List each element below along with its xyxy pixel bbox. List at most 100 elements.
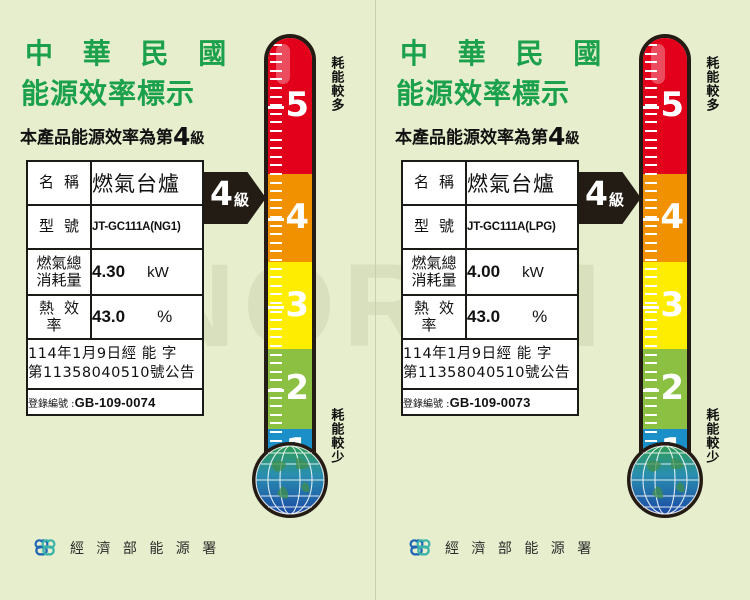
efficiency-thermometer: 54321 bbox=[252, 34, 328, 518]
thermo-band-label: 3 bbox=[285, 284, 309, 325]
spec-table: 名稱 燃氣台爐 型號 JT-GC111A(LPG) 燃氣總 消耗量 4.00 kW 熱效率 43.… bbox=[401, 160, 579, 416]
announcement-text: 114年1月9日經 能 字第11358040510號公告 bbox=[26, 338, 204, 390]
thermo-band-label: 4 bbox=[285, 197, 309, 237]
cell-label: 名稱 bbox=[401, 160, 467, 206]
cell-label: 熱效率 bbox=[26, 294, 92, 340]
issuer-footer: 經 濟 部 能 源 署 bbox=[32, 538, 220, 558]
row-label: 熱效率 bbox=[38, 298, 89, 334]
thermometer-caption-low: 耗能較少 bbox=[703, 408, 719, 464]
thermal-efficiency-unit: % bbox=[157, 307, 173, 326]
cell-value: 燃氣台爐 bbox=[90, 160, 204, 206]
cell-label: 名稱 bbox=[26, 160, 92, 206]
grade-statement: 本產品能源效率為第4級 bbox=[395, 122, 579, 151]
row-label: 名稱 bbox=[38, 173, 89, 192]
grade-statement-suffix: 級 bbox=[190, 131, 205, 147]
grade-badge-number: 4 bbox=[210, 174, 233, 213]
gas-consumption-unit: kW bbox=[147, 263, 169, 281]
label-title-line1: 中 華 民 國 bbox=[400, 37, 612, 70]
bureau-of-energy-logo bbox=[407, 538, 433, 558]
thermo-band-label: 5 bbox=[285, 85, 309, 125]
table-row: 名稱 燃氣台爐 bbox=[401, 160, 579, 206]
spec-table: 名稱 燃氣台爐 型號 JT-GC111A(NG1) 燃氣總 消耗量 4.30 kW 熱效率 43.… bbox=[26, 160, 204, 416]
issuer-name: 經 濟 部 能 源 署 bbox=[445, 541, 596, 557]
registration-label: 登錄編號 : bbox=[28, 398, 75, 410]
cell-label: 型號 bbox=[26, 204, 92, 250]
table-row: 燃氣總 消耗量 4.30 kW bbox=[26, 248, 204, 296]
thermo-band-label: 2 bbox=[285, 368, 309, 408]
registration-number: GB-109-0073 bbox=[449, 394, 531, 410]
table-row: 114年1月9日經 能 字第11358040510號公告 bbox=[26, 338, 204, 390]
table-row: 熱效率 43.0% bbox=[401, 294, 579, 340]
row-label: 熱效率 bbox=[413, 298, 464, 334]
thermometer-gloss bbox=[651, 44, 665, 84]
label-title-line2: 能源效率標示 bbox=[21, 77, 196, 110]
grade-statement-number: 4 bbox=[173, 122, 191, 151]
grade-statement: 本產品能源效率為第4級 bbox=[20, 122, 204, 151]
registration-number: GB-109-0074 bbox=[74, 394, 156, 410]
table-row: 熱效率 43.0% bbox=[26, 294, 204, 340]
cell-label: 型號 bbox=[401, 204, 467, 250]
gas-consumption-value: 4.30 bbox=[92, 262, 126, 281]
table-row: 名稱 燃氣台爐 bbox=[26, 160, 204, 206]
energy-label-right: 中 華 民 國能源效率標示 本產品能源效率為第4級 名稱 燃氣台爐 型號 JT-GC111… bbox=[375, 0, 750, 600]
cell-value: JT-GC111A(LPG) bbox=[465, 204, 579, 250]
label-title-line1: 中 華 民 國 bbox=[25, 37, 237, 70]
cell-value: 43.0% bbox=[90, 294, 204, 340]
thermal-efficiency-value: 43.0 bbox=[467, 307, 501, 326]
cell-value: JT-GC111A(NG1) bbox=[90, 204, 204, 250]
registration-label: 登錄編號 : bbox=[403, 398, 450, 410]
row-label: 燃氣總 消耗量 bbox=[411, 253, 457, 289]
efficiency-thermometer: 54321 bbox=[627, 34, 703, 518]
label-title-line2: 能源效率標示 bbox=[396, 77, 571, 110]
cell-label: 熱效率 bbox=[401, 294, 467, 340]
energy-label-left: 中 華 民 國能源效率標示 本產品能源效率為第4級 名稱 燃氣台爐 型號 JT-GC111… bbox=[20, 34, 344, 558]
thermometer-tube: 54321 bbox=[639, 34, 691, 470]
grade-statement-suffix: 級 bbox=[565, 131, 580, 147]
cell-value: 4.00 kW bbox=[465, 248, 579, 296]
thermo-band-label: 5 bbox=[660, 85, 684, 125]
table-row: 登錄編號 :GB-109-0074 bbox=[26, 388, 204, 416]
cell-value: 43.0% bbox=[465, 294, 579, 340]
thermometer-bulb bbox=[627, 442, 703, 518]
registration-row: 登錄編號 :GB-109-0073 bbox=[401, 388, 579, 416]
cell-label: 燃氣總 消耗量 bbox=[401, 248, 467, 296]
thermometer-ticks bbox=[643, 38, 659, 466]
thermometer-caption-high: 耗能較多 bbox=[328, 56, 344, 112]
globe-icon bbox=[627, 442, 703, 518]
issuer-footer: 經 濟 部 能 源 署 bbox=[407, 538, 595, 558]
grade-badge-unit: 級 bbox=[608, 191, 624, 209]
table-row: 登錄編號 :GB-109-0073 bbox=[401, 388, 579, 416]
gas-consumption-unit: kW bbox=[522, 263, 544, 281]
grade-statement-number: 4 bbox=[548, 122, 566, 151]
grade-badge-unit: 級 bbox=[233, 191, 249, 209]
thermometer-tube: 54321 bbox=[264, 34, 316, 470]
cell-value: 4.30 kW bbox=[90, 248, 204, 296]
cell-label: 燃氣總 消耗量 bbox=[26, 248, 92, 296]
gas-consumption-value: 4.00 bbox=[467, 262, 501, 281]
thermo-band-label: 2 bbox=[660, 368, 684, 408]
thermal-efficiency-unit: % bbox=[532, 307, 548, 326]
thermometer-caption-low: 耗能較少 bbox=[328, 408, 344, 464]
grade-badge-number: 4 bbox=[585, 174, 608, 213]
grade-statement-prefix: 本產品能源效率為第 bbox=[20, 128, 173, 148]
grade-statement-prefix: 本產品能源效率為第 bbox=[395, 128, 548, 148]
thermometer-gloss bbox=[276, 44, 290, 84]
table-row: 型號 JT-GC111A(LPG) bbox=[401, 204, 579, 250]
panel-divider bbox=[375, 0, 376, 600]
thermo-band-label: 3 bbox=[660, 284, 684, 325]
row-label: 型號 bbox=[38, 217, 89, 236]
registration-row: 登錄編號 :GB-109-0074 bbox=[26, 388, 204, 416]
issuer-name: 經 濟 部 能 源 署 bbox=[70, 541, 221, 557]
announcement-text: 114年1月9日經 能 字第11358040510號公告 bbox=[401, 338, 579, 390]
globe-icon bbox=[252, 442, 328, 518]
cell-value: 燃氣台爐 bbox=[465, 160, 579, 206]
thermometer-bulb bbox=[252, 442, 328, 518]
thermal-efficiency-value: 43.0 bbox=[92, 307, 126, 326]
thermo-band-label: 4 bbox=[660, 197, 684, 237]
bureau-of-energy-logo bbox=[32, 538, 58, 558]
thermometer-ticks bbox=[268, 38, 284, 466]
row-label: 燃氣總 消耗量 bbox=[36, 253, 82, 289]
